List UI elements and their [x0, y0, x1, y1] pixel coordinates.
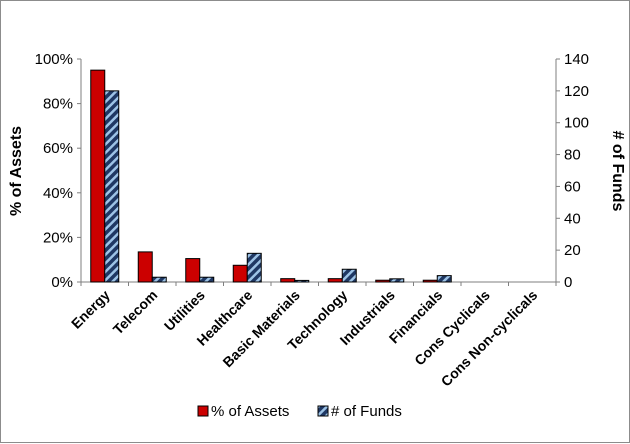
bar-funds-technology — [341, 268, 357, 283]
y-tick-label: 80% — [43, 96, 73, 113]
bar-assets-basic-materials — [280, 278, 296, 283]
bar-funds-telecom — [151, 276, 167, 283]
y2-tick-label: 60 — [564, 178, 581, 195]
x-tick-label: Utilities — [161, 287, 208, 334]
y2-tick-label: 120 — [564, 83, 589, 100]
x-tick-label: Energy — [68, 287, 113, 332]
y2-tick-label: 100 — [564, 115, 589, 132]
bar-assets-energy — [90, 69, 106, 283]
y2-tick-label: 20 — [564, 242, 581, 259]
bars — [90, 69, 452, 283]
bar-funds-utilities — [199, 276, 215, 283]
y-tick-label: 0% — [51, 274, 73, 291]
legend-swatch-funds — [317, 405, 329, 417]
y2-tick-label: 0 — [564, 274, 572, 291]
bar-funds-financials — [436, 275, 452, 283]
legend-label-funds: # of Funds — [331, 403, 402, 420]
y2-axis-title: # of Funds — [609, 131, 626, 212]
legend-swatch-assets — [197, 405, 209, 417]
legend: % of Assets # of Funds — [197, 403, 402, 420]
y-tick-label: 100% — [35, 51, 73, 68]
bar-assets-industrials — [375, 279, 391, 283]
y2-tick-label: 40 — [564, 210, 581, 227]
bar-assets-healthcare — [232, 264, 248, 283]
x-tick-label: Cons Non-cyclicals — [438, 287, 541, 390]
y-axis-title: % of Assets — [8, 126, 25, 216]
y2-tick-label: 140 — [564, 51, 589, 68]
y-tick-label: 40% — [43, 185, 73, 202]
bar-assets-financials — [422, 279, 438, 283]
bar-assets-technology — [327, 278, 343, 283]
x-tick-label: Telecom — [110, 287, 161, 338]
y2-tick-label: 80 — [564, 147, 581, 164]
bar-funds-basic-materials — [294, 279, 310, 283]
bar-funds-healthcare — [246, 252, 262, 283]
legend-label-assets: % of Assets — [211, 403, 289, 420]
y-tick-label: 20% — [43, 229, 73, 246]
bar-funds-energy — [104, 90, 120, 283]
bar-assets-utilities — [185, 258, 201, 283]
bar-funds-industrials — [389, 278, 405, 283]
y-tick-label: 60% — [43, 140, 73, 157]
bar-assets-telecom — [137, 251, 153, 283]
